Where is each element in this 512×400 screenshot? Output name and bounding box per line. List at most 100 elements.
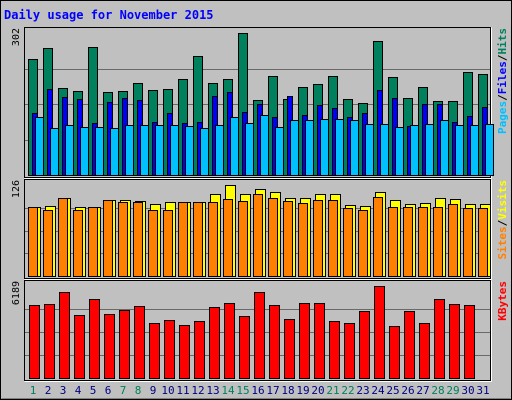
bar-sites-day-22 bbox=[343, 208, 353, 277]
day-label-13: 13 bbox=[206, 384, 219, 397]
panel-max-label: 302 bbox=[11, 28, 22, 46]
bar-sites-day-2 bbox=[43, 210, 53, 277]
day-axis-labels: 1 2 3 4 5 6 7 8 9 10 11 12 13 14 15 16 17 18 19 20 21 22 23 24 2… bbox=[30, 384, 490, 397]
day-label-17: 17 bbox=[266, 384, 279, 397]
bar-pages-day-7 bbox=[125, 125, 134, 176]
bar-kbytes-day-3 bbox=[59, 292, 70, 379]
day-label-31: 31 bbox=[476, 384, 489, 397]
bar-kbytes-day-30 bbox=[464, 305, 475, 379]
day-label-29: 29 bbox=[446, 384, 459, 397]
bar-sites-day-26 bbox=[403, 207, 413, 277]
bar-sites-day-1 bbox=[28, 207, 38, 277]
bar-pages-day-8 bbox=[140, 125, 149, 176]
bar-pages-day-25 bbox=[395, 127, 404, 176]
bar-pages-day-29 bbox=[455, 125, 464, 176]
legend-entry: Files bbox=[496, 61, 509, 94]
bar-pages-day-6 bbox=[110, 128, 119, 176]
bar-pages-day-21 bbox=[335, 119, 344, 176]
day-label-12: 12 bbox=[191, 384, 204, 397]
bar-sites-day-7 bbox=[118, 202, 128, 277]
bar-sites-day-13 bbox=[208, 202, 218, 277]
bar-sites-day-25 bbox=[388, 207, 398, 277]
legend-entry: / bbox=[496, 54, 509, 61]
bar-kbytes-day-29 bbox=[449, 304, 460, 379]
bar-pages-day-11 bbox=[185, 126, 194, 176]
bar-kbytes-day-5 bbox=[89, 299, 100, 379]
bar-sites-day-31 bbox=[478, 208, 488, 277]
bar-kbytes-day-23 bbox=[359, 311, 370, 379]
bar-kbytes-day-14 bbox=[224, 303, 235, 379]
day-label-7: 7 bbox=[120, 384, 127, 397]
bar-sites-day-12 bbox=[193, 202, 203, 277]
bar-kbytes-day-12 bbox=[194, 321, 205, 379]
bar-kbytes-day-27 bbox=[419, 323, 430, 379]
legend-entry: / bbox=[496, 219, 509, 226]
legend-entry: / bbox=[496, 94, 509, 101]
bar-sites-day-27 bbox=[418, 207, 428, 277]
panel-max-label: 126 bbox=[11, 180, 22, 198]
day-label-16: 16 bbox=[251, 384, 264, 397]
bar-pages-day-14 bbox=[230, 117, 239, 176]
bar-kbytes-day-11 bbox=[179, 325, 190, 379]
bar-pages-day-27 bbox=[425, 124, 434, 176]
day-label-2: 2 bbox=[45, 384, 52, 397]
day-label-20: 20 bbox=[311, 384, 324, 397]
day-label-24: 24 bbox=[371, 384, 385, 397]
bar-kbytes-day-25 bbox=[389, 326, 400, 379]
bar-pages-day-1 bbox=[35, 117, 44, 176]
bar-kbytes-day-8 bbox=[134, 306, 145, 379]
series-pages bbox=[35, 115, 494, 176]
bar-sites-day-11 bbox=[178, 202, 188, 277]
chart-title: Daily usage for November 2015 bbox=[4, 8, 214, 22]
bar-sites-day-24 bbox=[373, 197, 383, 277]
bar-kbytes-day-22 bbox=[344, 323, 355, 379]
day-label-23: 23 bbox=[356, 384, 369, 397]
bar-pages-day-28 bbox=[440, 120, 449, 176]
bar-pages-day-12 bbox=[200, 128, 209, 176]
panel-visits-sites: 126 Sites/Visits bbox=[11, 179, 509, 280]
bar-kbytes-day-4 bbox=[74, 315, 85, 379]
bar-sites-day-17 bbox=[268, 198, 278, 277]
bar-kbytes-day-16 bbox=[254, 292, 265, 379]
bar-pages-day-23 bbox=[365, 124, 374, 176]
panel-legend: KBytes bbox=[496, 281, 509, 321]
bar-sites-day-14 bbox=[223, 199, 233, 277]
panel-frame bbox=[24, 280, 491, 381]
bar-pages-day-5 bbox=[95, 127, 104, 176]
bar-pages-day-2 bbox=[50, 128, 59, 176]
bar-pages-day-20 bbox=[320, 119, 329, 176]
series-sites bbox=[28, 194, 488, 277]
bar-kbytes-day-10 bbox=[164, 320, 175, 379]
bar-kbytes-day-28 bbox=[434, 299, 445, 379]
bar-kbytes-day-17 bbox=[269, 305, 280, 379]
day-label-9: 9 bbox=[150, 384, 157, 397]
bar-pages-day-16 bbox=[260, 115, 269, 176]
day-label-22: 22 bbox=[341, 384, 354, 397]
panel-max-label: 6189 bbox=[11, 281, 22, 305]
legend-entry: Hits bbox=[496, 28, 509, 55]
day-label-10: 10 bbox=[161, 384, 174, 397]
bar-kbytes-day-18 bbox=[284, 319, 295, 379]
bar-kbytes-day-26 bbox=[404, 311, 415, 379]
legend-entry: Visits bbox=[496, 180, 509, 220]
day-label-18: 18 bbox=[281, 384, 294, 397]
bar-sites-day-30 bbox=[463, 208, 473, 277]
panel-frame bbox=[24, 27, 491, 178]
day-label-14: 14 bbox=[221, 384, 235, 397]
bar-sites-day-4 bbox=[73, 210, 83, 277]
day-label-28: 28 bbox=[431, 384, 444, 397]
panel-legend: Sites/Visits bbox=[496, 180, 509, 260]
bar-pages-day-26 bbox=[410, 125, 419, 176]
bar-sites-day-15 bbox=[238, 201, 248, 277]
day-label-4: 4 bbox=[75, 384, 82, 397]
bar-pages-day-9 bbox=[155, 125, 164, 176]
bar-pages-day-31 bbox=[485, 124, 494, 176]
bar-pages-day-22 bbox=[350, 120, 359, 176]
bar-kbytes-day-9 bbox=[149, 323, 160, 379]
panel-kbytes: 6189 KBytes bbox=[11, 280, 509, 382]
bar-pages-day-4 bbox=[80, 127, 89, 176]
bar-kbytes-day-19 bbox=[299, 303, 310, 379]
